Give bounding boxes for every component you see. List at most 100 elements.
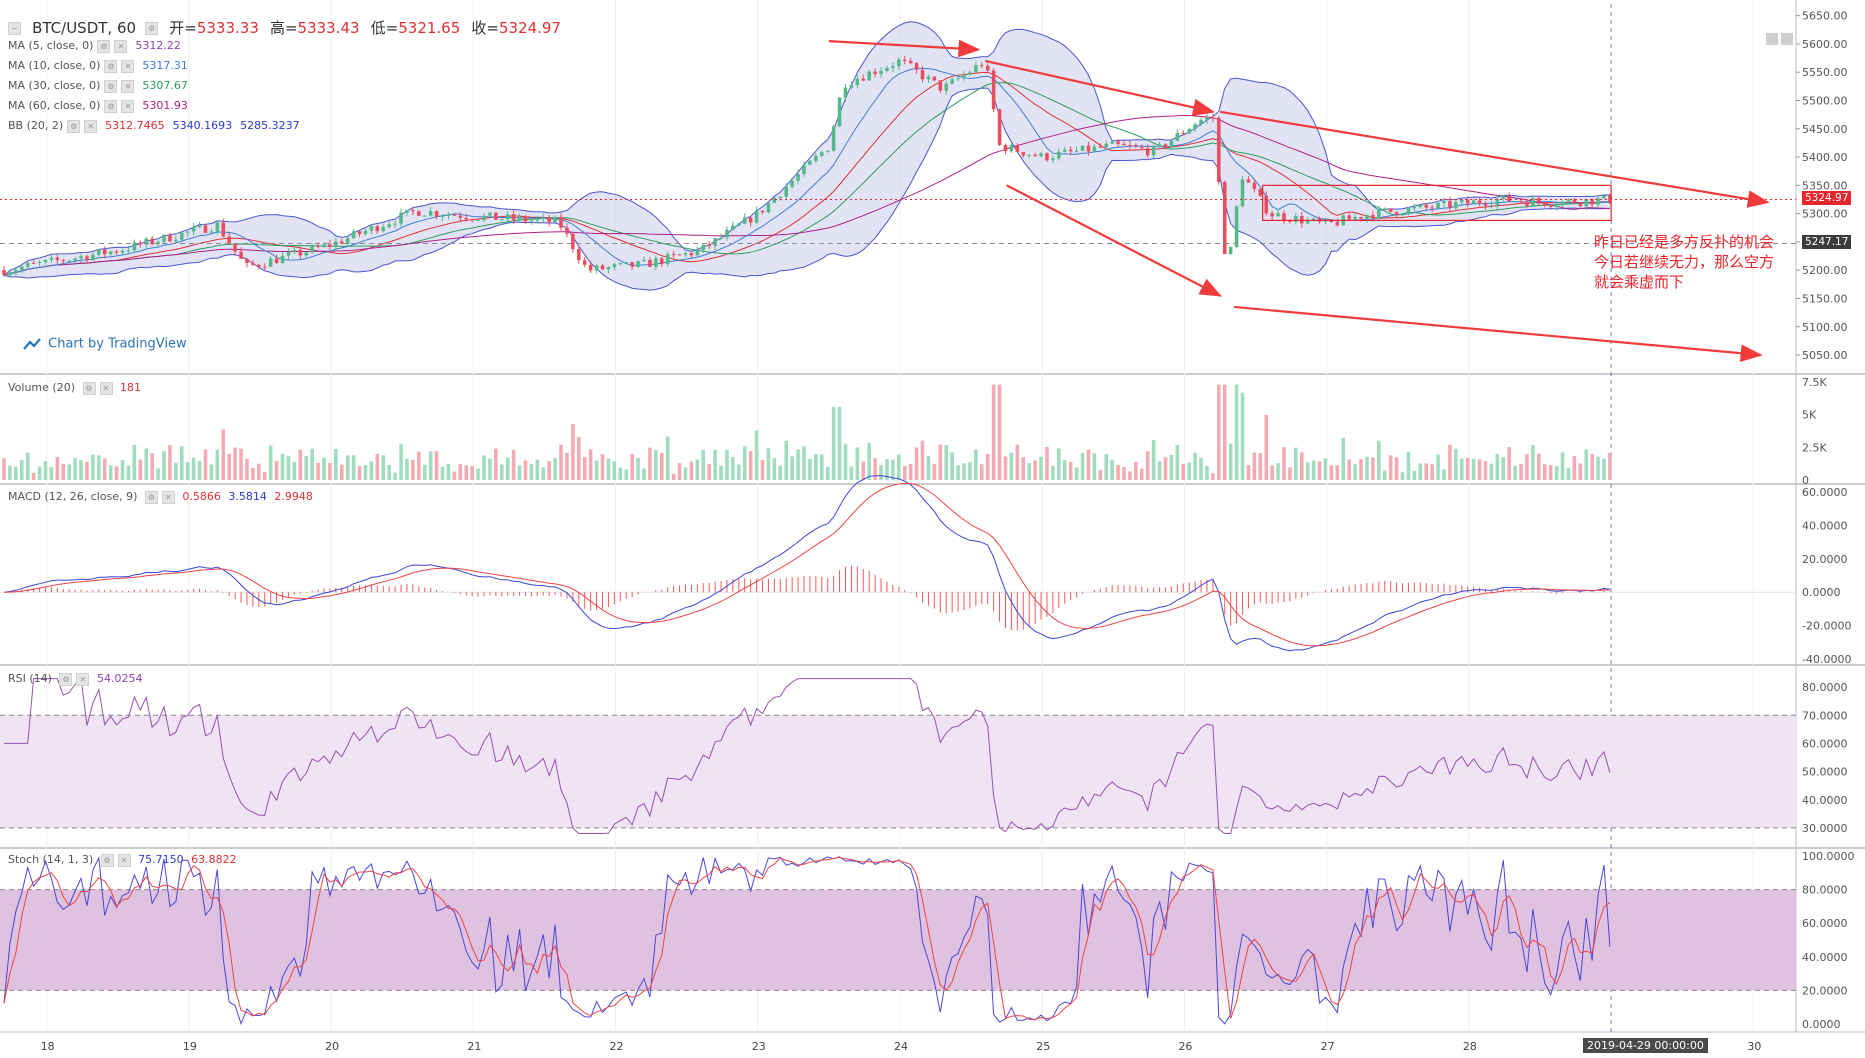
candle-body (1542, 202, 1547, 206)
volume-bar (233, 447, 237, 480)
rsi-settings-icon[interactable]: ⚙ (59, 672, 73, 686)
indicator-settings-icon[interactable]: ⚙ (104, 99, 118, 113)
indicator-close-icon[interactable]: ✕ (121, 59, 135, 73)
candle-body (1270, 213, 1274, 217)
volume-close-icon[interactable]: ✕ (99, 381, 113, 395)
candle-body (328, 244, 332, 247)
candle-body (737, 223, 741, 226)
volume-bar (1525, 454, 1529, 480)
macd-settings-icon[interactable]: ⚙ (144, 490, 158, 504)
candle-body (636, 261, 640, 267)
pane-controls[interactable] (1766, 30, 1796, 49)
candle-body (784, 186, 788, 197)
candle-body (1009, 145, 1014, 152)
branding-text: Chart by TradingView (48, 336, 187, 352)
volume-bar (517, 465, 522, 480)
candle-body (1531, 198, 1535, 206)
volume-bar (1471, 458, 1476, 480)
candle-body (1305, 219, 1310, 224)
indicator-settings-icon[interactable]: ⚙ (67, 119, 81, 133)
macd-signal-line (3, 482, 1610, 647)
indicator-close-icon[interactable]: ✕ (121, 79, 135, 93)
volume-bar (1590, 454, 1594, 480)
volume-bar (1175, 445, 1180, 480)
pane-down-icon[interactable] (1781, 33, 1793, 45)
volume-bar (1045, 447, 1049, 480)
candle-body (1353, 216, 1357, 220)
volume-bar (357, 466, 362, 480)
indicator-settings-icon[interactable]: ⚙ (97, 39, 111, 53)
candle-body (944, 83, 948, 91)
candle-body (891, 66, 895, 68)
candle-body (369, 226, 374, 231)
stoch-settings-icon[interactable]: ⚙ (100, 853, 114, 867)
volume-bar (1080, 452, 1085, 480)
candle-body (1477, 200, 1482, 204)
volume-label: Volume (20) (8, 381, 75, 394)
candle-body (577, 249, 581, 261)
macd-close-icon[interactable]: ✕ (161, 490, 175, 504)
indicator-value: 5340.1693 (172, 119, 233, 132)
candle-body (707, 244, 711, 246)
candle-body (1596, 198, 1600, 205)
volume-bar (582, 457, 587, 480)
candle-body (1092, 146, 1097, 152)
volume-bar (1608, 452, 1612, 480)
volume-bar (778, 465, 783, 480)
collapse-icon[interactable]: − (8, 22, 21, 35)
candle-body (470, 219, 474, 221)
last-price-tag: 5324.97 (1802, 191, 1852, 205)
tradingview-badge[interactable]: Chart by TradingView (22, 336, 187, 352)
volume-bar (470, 466, 474, 480)
annotation-line-2: 今日若继续无力，那么空方 (1594, 253, 1775, 271)
settings-icon[interactable]: ⚙ (145, 22, 159, 35)
candle-body (1068, 149, 1073, 152)
volume-bar (1116, 465, 1120, 480)
volume-bar (968, 462, 972, 480)
candle-body (180, 232, 184, 240)
candle-body (1388, 208, 1393, 212)
indicator-settings-icon[interactable]: ⚙ (104, 59, 118, 73)
indicator-value: 5307.67 (142, 79, 188, 92)
candle-body (1222, 181, 1227, 255)
volume-bar (227, 454, 231, 480)
volume-bar (458, 464, 463, 480)
volume-bar (1519, 464, 1523, 480)
volume-settings-icon[interactable]: ⚙ (82, 381, 96, 395)
ma30-line (3, 82, 1610, 276)
candle-body (879, 71, 883, 75)
volume-bar (1365, 456, 1369, 480)
volume-bar (43, 461, 48, 480)
indicator-close-icon[interactable]: ✕ (84, 119, 98, 133)
candle-body (665, 254, 670, 264)
volume-bar (665, 436, 670, 480)
x-tick-label: 25 (1036, 1040, 1050, 1053)
stoch-axis-label: 100.0000 (1802, 850, 1855, 863)
candle-body (1412, 206, 1417, 209)
volume-bar (855, 447, 860, 480)
volume-bar (1003, 456, 1008, 480)
price-axis-label: 5650.00 (1802, 10, 1848, 23)
candle-body (1240, 179, 1245, 207)
indicator-close-icon[interactable]: ✕ (121, 99, 135, 113)
consolidation-box (1262, 184, 1612, 222)
pane-up-icon[interactable] (1766, 33, 1778, 45)
volume-bar (1128, 471, 1132, 480)
volume-bar (1305, 462, 1310, 480)
indicator-close-icon[interactable]: ✕ (114, 39, 128, 53)
volume-bar (1371, 457, 1375, 480)
volume-bar (286, 455, 291, 480)
stoch-close-icon[interactable]: ✕ (117, 853, 131, 867)
candle-body (1454, 202, 1458, 208)
volume-bar (494, 448, 498, 480)
rsi-close-icon[interactable]: ✕ (76, 672, 90, 686)
macd-axis-label: 20.0000 (1802, 553, 1848, 566)
volume-bar (168, 445, 172, 480)
candle-body (553, 217, 557, 223)
volume-bar (1240, 392, 1245, 480)
volume-bar (754, 430, 759, 480)
indicator-settings-icon[interactable]: ⚙ (104, 79, 118, 93)
volume-bar (1169, 455, 1174, 480)
candle-body (1003, 145, 1008, 152)
